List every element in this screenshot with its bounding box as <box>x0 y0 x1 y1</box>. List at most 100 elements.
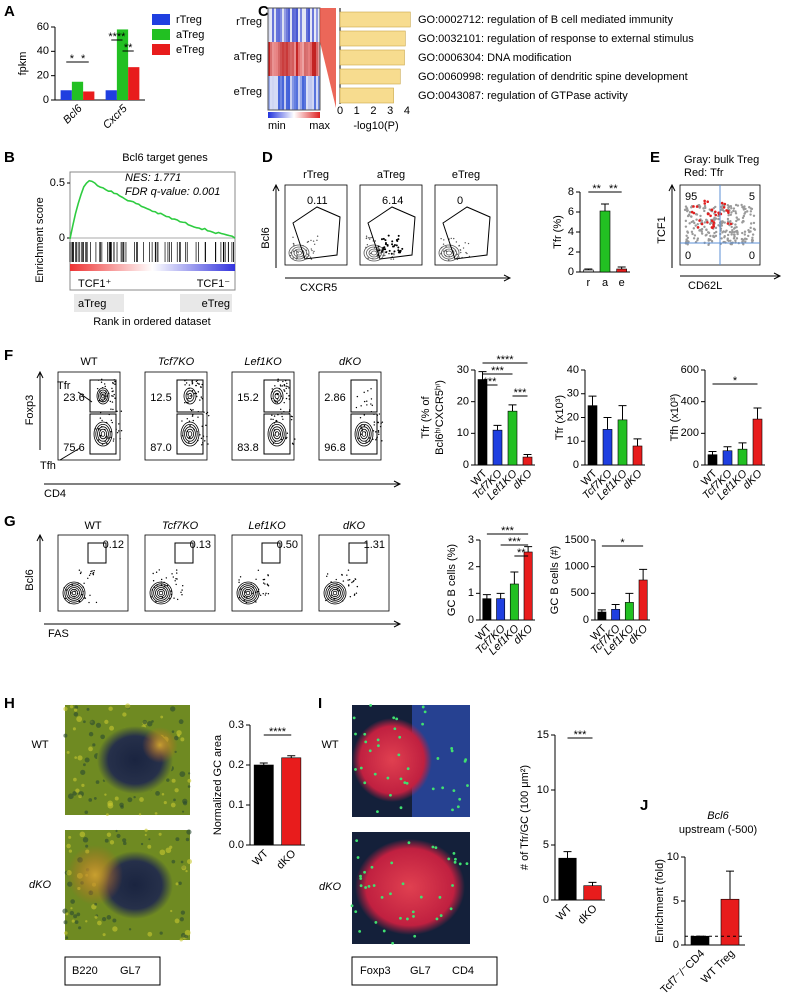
y-axis-label: Bcl6 <box>260 227 272 248</box>
y-tick-label: 0 <box>573 459 579 471</box>
event-dot <box>742 220 745 223</box>
event-dot <box>363 391 365 394</box>
event-dot <box>695 205 699 208</box>
event-dot <box>255 578 257 580</box>
event-dot <box>112 440 115 442</box>
contour <box>356 423 372 444</box>
heatmap-cell <box>310 76 312 110</box>
row-label: WT <box>31 739 48 751</box>
event-dot <box>733 230 736 234</box>
significance: ** <box>592 183 601 195</box>
event-dot <box>737 218 740 221</box>
error-bar <box>259 762 268 765</box>
y-axis-label: Bcl6ʰⁱCXCR5ʰⁱ) <box>434 380 446 455</box>
texture <box>67 793 74 800</box>
event-dot <box>188 384 191 386</box>
heatmap-cell <box>272 42 274 76</box>
texture <box>78 926 82 930</box>
event-dot <box>717 224 720 227</box>
event-dot <box>196 379 199 382</box>
texture <box>71 919 75 923</box>
event-dot <box>275 420 277 422</box>
foxp3-cell <box>413 934 417 938</box>
texture <box>173 798 176 802</box>
plot-frame <box>231 534 303 612</box>
bar <box>507 410 518 466</box>
event-dot <box>285 385 287 387</box>
event-dot <box>292 250 295 252</box>
texture <box>66 750 70 754</box>
event-dot <box>460 251 462 254</box>
texture <box>109 725 115 731</box>
event-dot <box>749 222 753 225</box>
event-dot <box>176 598 179 601</box>
event-dot <box>367 237 370 239</box>
texture <box>92 743 96 747</box>
event-dot <box>696 226 700 229</box>
contour <box>71 590 77 596</box>
heatmap-cell <box>288 42 290 76</box>
foxp3-cell <box>438 895 442 899</box>
event-dot <box>748 206 751 209</box>
contour <box>93 421 113 447</box>
contour <box>101 393 105 399</box>
event-dot <box>731 229 734 232</box>
foxp3-cell <box>406 767 410 771</box>
event-dot <box>707 239 710 242</box>
heatmap-cell <box>304 42 306 76</box>
foxp3-cell <box>395 717 399 721</box>
contour <box>156 588 166 598</box>
plot-frame <box>359 184 423 266</box>
event-dot <box>692 211 696 215</box>
contour <box>272 390 282 402</box>
texture <box>62 908 68 914</box>
bar <box>707 454 718 466</box>
event-dot <box>695 218 698 221</box>
event-dot <box>286 436 288 439</box>
plot-frame <box>231 371 295 461</box>
gate-frequency: 0 <box>457 195 463 207</box>
contour <box>288 244 310 262</box>
heatmap-cell <box>312 76 314 110</box>
foxp3-cell <box>454 857 457 861</box>
y-tick-label: 30 <box>567 388 579 400</box>
texture <box>122 712 127 717</box>
event-dot <box>692 205 695 208</box>
bar <box>509 583 519 621</box>
event-dot <box>106 443 108 445</box>
event-dot <box>171 573 173 575</box>
x-tick-label: r <box>586 277 590 289</box>
event-dot <box>720 207 724 211</box>
event-dot <box>398 251 401 254</box>
heatmap-cell <box>290 42 292 76</box>
heatmap-cell <box>268 8 270 42</box>
event-dot <box>180 591 182 594</box>
gate-frequency: 87.0 <box>150 442 171 454</box>
event-dot <box>367 257 369 259</box>
event-dot <box>196 382 199 384</box>
event-dot <box>312 252 315 254</box>
event-dot <box>313 250 315 253</box>
contour <box>100 431 106 437</box>
event-dot <box>465 251 467 254</box>
rank-gradient <box>70 264 235 271</box>
texture <box>133 795 136 799</box>
event-dot <box>113 438 115 440</box>
event-dot <box>734 212 738 215</box>
event-dot <box>78 569 81 571</box>
event-dot <box>238 581 240 584</box>
texture <box>86 707 90 711</box>
texture <box>169 706 176 712</box>
event-dot <box>114 383 116 385</box>
bar <box>558 857 577 901</box>
texture <box>188 772 191 775</box>
event-dot <box>381 249 384 252</box>
event-dot <box>191 415 194 417</box>
legend-swatch <box>152 29 170 40</box>
event-dot <box>292 236 294 238</box>
event-dot <box>283 401 285 404</box>
texture <box>72 791 77 796</box>
y-tick-label: 60 <box>37 21 49 33</box>
texture <box>159 931 163 935</box>
event-dot <box>175 569 178 571</box>
